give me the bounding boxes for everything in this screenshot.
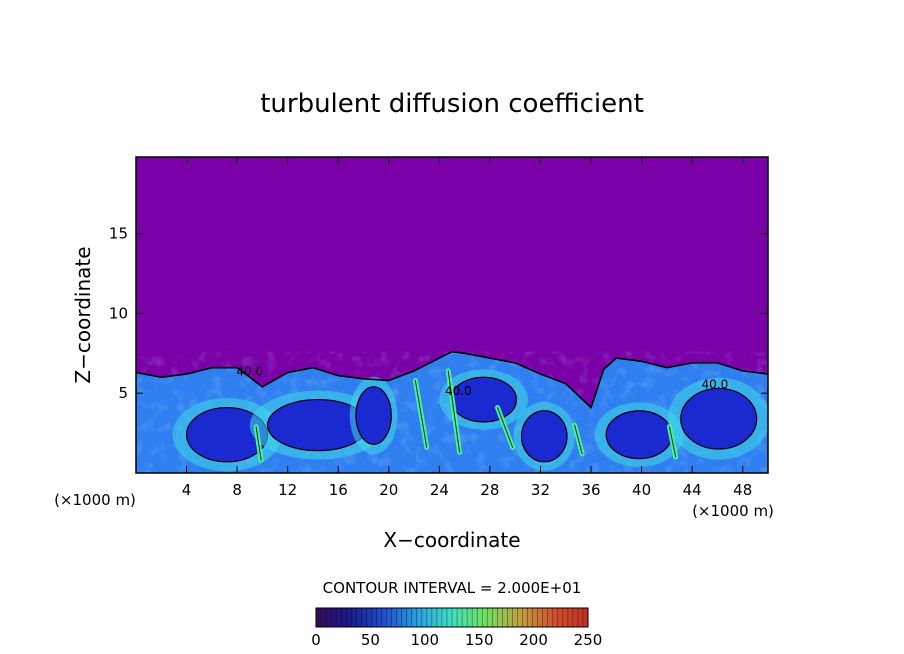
x-axis-label: X−coordinate xyxy=(383,528,520,552)
colorbar-tick-label: 200 xyxy=(519,631,548,649)
y-axis-ticks: 5 10 15 xyxy=(109,225,768,402)
layer-top-contour xyxy=(136,350,768,410)
x-tick-label: 12 xyxy=(278,481,297,499)
y-tick-label: 10 xyxy=(109,304,128,322)
vortex-core xyxy=(680,387,758,450)
contour-label: 40.0 xyxy=(702,377,729,391)
plot-area xyxy=(136,157,768,473)
x-tick-label: 44 xyxy=(683,481,702,499)
plot-frame xyxy=(135,156,769,474)
x-axis-ticks: 4 8 12 16 20 24 28 32 36 40 44 48 xyxy=(182,157,752,499)
x-tick-label: 36 xyxy=(581,481,600,499)
x-tick-label: 32 xyxy=(531,481,550,499)
colorbar-stripes xyxy=(320,608,584,627)
x-unit-right: (×1000 m) xyxy=(692,502,774,520)
contour-label: 40.0 xyxy=(236,365,263,379)
y-tick-label: 5 xyxy=(118,384,128,402)
contour-label: 40.0 xyxy=(445,384,472,398)
colorbar: 0 50 100 150 200 250 xyxy=(311,607,602,649)
colorbar-ticks: 0 50 100 150 200 250 xyxy=(311,631,602,649)
x-tick-label: 4 xyxy=(182,481,192,499)
x-tick-label: 20 xyxy=(379,481,398,499)
streak-group xyxy=(253,368,679,463)
colorbar-tick-label: 250 xyxy=(574,631,603,649)
streak-outline xyxy=(668,426,677,458)
streak-outline xyxy=(497,407,514,448)
x-tick-label: 16 xyxy=(329,481,348,499)
x-tick-label: 48 xyxy=(733,481,752,499)
vortex-group xyxy=(172,369,768,472)
colorbar-tick-label: 150 xyxy=(465,631,494,649)
streak-outline xyxy=(414,379,428,448)
x-unit-left: (×1000 m) xyxy=(54,491,136,509)
y-tick-label: 15 xyxy=(109,225,128,243)
colorbar-tick-label: 50 xyxy=(361,631,380,649)
colorbar-tick-label: 100 xyxy=(410,631,439,649)
streak-outline xyxy=(255,426,262,461)
streak-outline xyxy=(574,424,583,455)
x-tick-label: 24 xyxy=(430,481,449,499)
y-axis-label: Z−coordinate xyxy=(71,246,95,383)
vortex-core xyxy=(520,410,568,463)
contour-interval: CONTOUR INTERVAL = 2.000E+01 xyxy=(323,579,582,597)
x-tick-label: 8 xyxy=(232,481,242,499)
colorbar-frame xyxy=(315,607,589,628)
x-tick-label: 40 xyxy=(632,481,651,499)
chart-title: turbulent diffusion coefficient xyxy=(260,89,644,119)
streak-outline xyxy=(447,370,461,453)
vortex-core xyxy=(605,410,673,460)
colorbar-tick-label: 0 xyxy=(311,631,321,649)
x-tick-label: 28 xyxy=(480,481,499,499)
vortex-core xyxy=(355,386,392,445)
contour-labels: 40.0 40.0 40.0 xyxy=(236,365,728,398)
